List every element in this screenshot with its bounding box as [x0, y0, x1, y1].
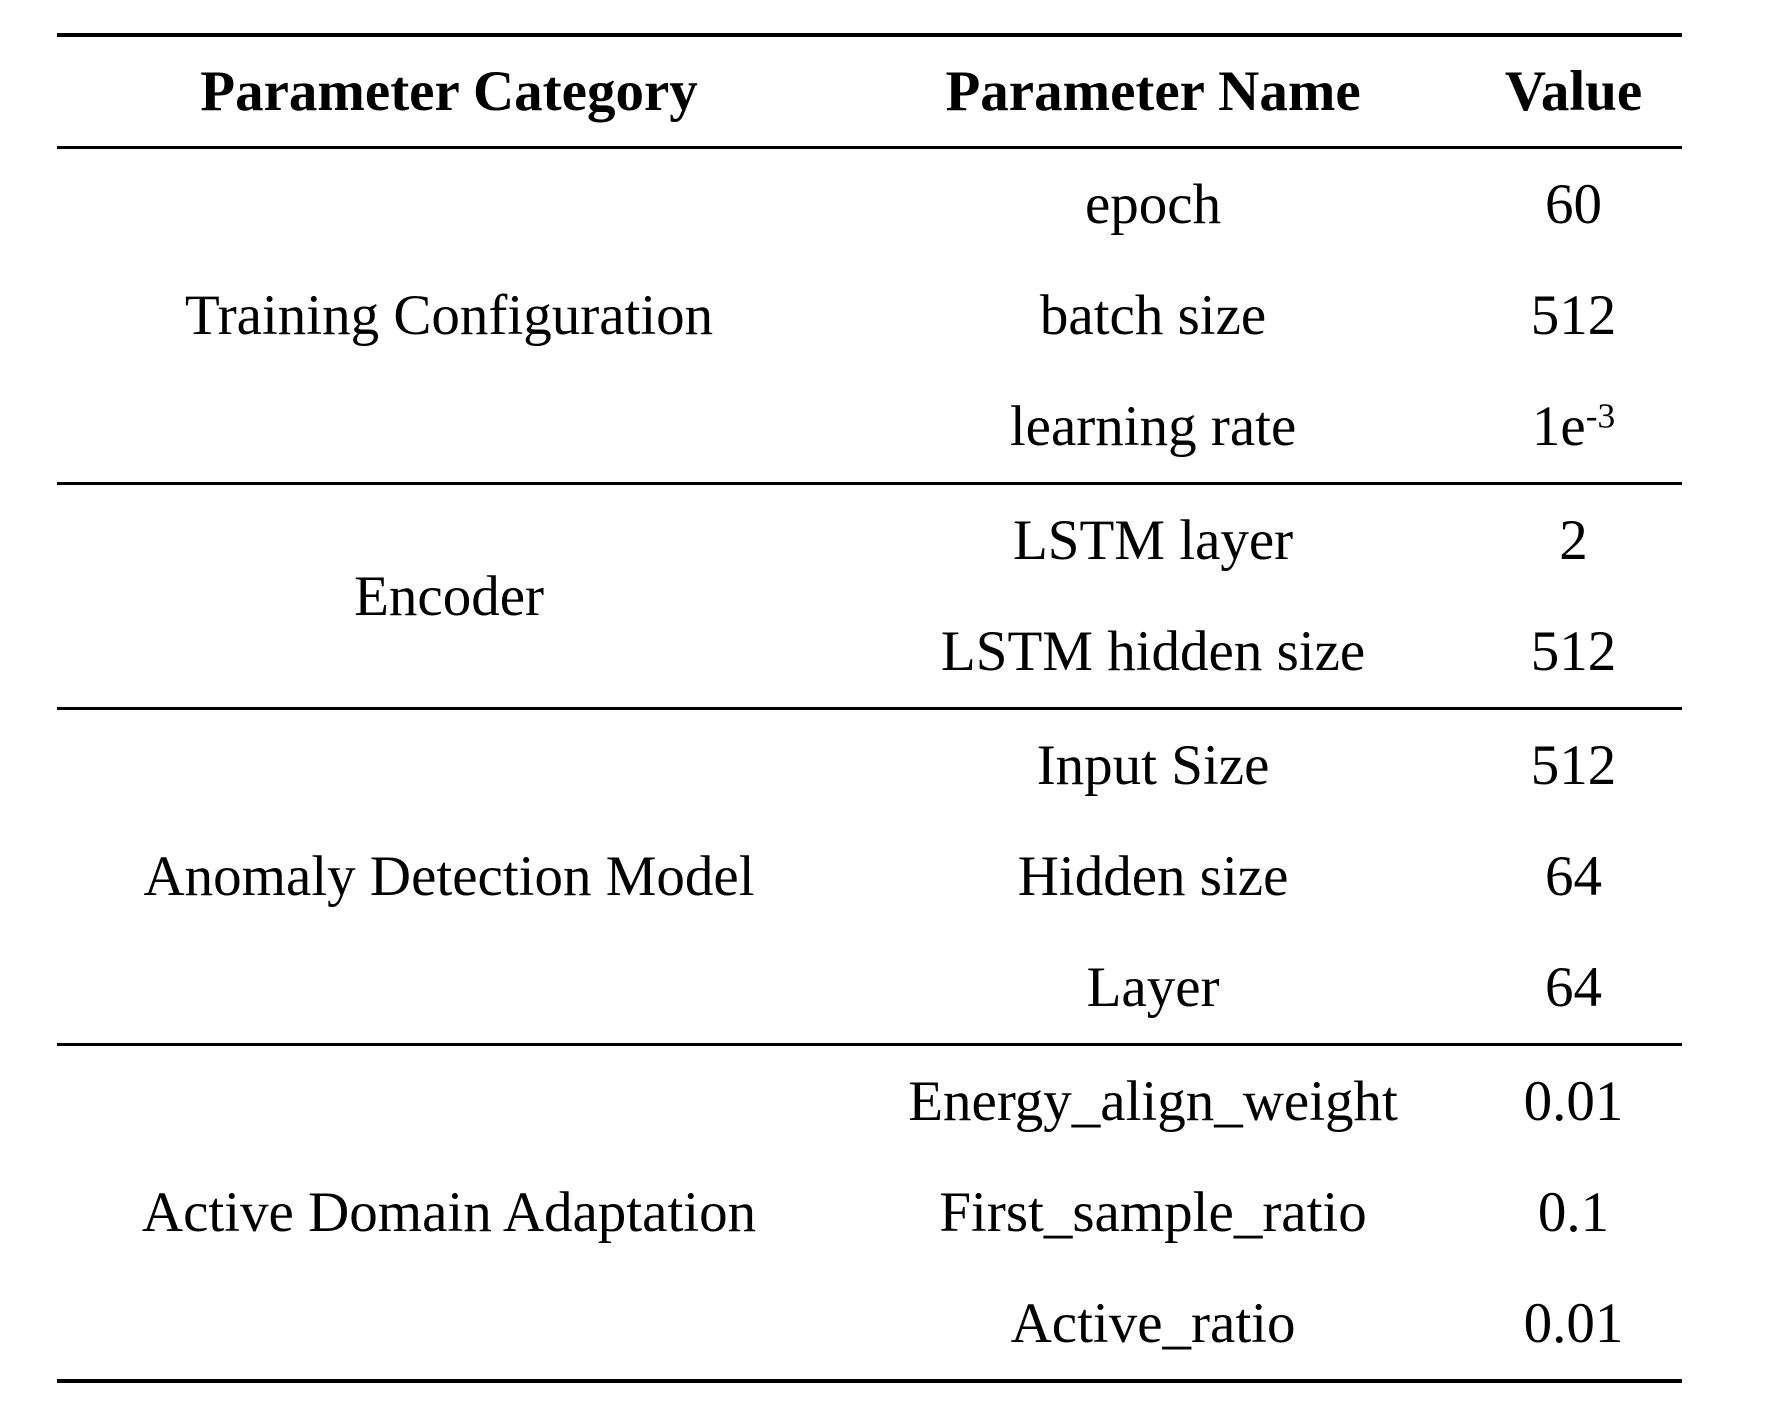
section-active-domain-adaptation: Active Domain Adaptation Energy_align_we… [57, 1045, 1682, 1381]
category-cell: Anomaly Detection Model [143, 845, 755, 908]
param-value-cell: 0.01 [1523, 1292, 1624, 1355]
table-row: Anomaly Detection Model Input Size 512 [57, 709, 1682, 905]
param-value-cell: 1e-3 [1465, 371, 1682, 484]
table-row: First_sample_ratio 0.1 [57, 1157, 1682, 1268]
param-value-cell: 60 [1545, 173, 1603, 236]
param-name-cell: epoch [1085, 173, 1222, 236]
table-header: Parameter Category Parameter Name Value [57, 35, 1682, 148]
param-value-cell: 64 [1545, 845, 1603, 908]
value-base: 1e [1531, 395, 1586, 458]
category-cell: Encoder [354, 564, 544, 628]
param-value-cell: 512 [1530, 734, 1617, 797]
param-name-cell: Active_ratio [1010, 1292, 1296, 1355]
section-anomaly-detection-model: Anomaly Detection Model Input Size 512 H… [57, 709, 1682, 1045]
table-row: Active Domain Adaptation Energy_align_we… [57, 1045, 1682, 1241]
section-encoder: Encoder LSTM layer 2 LSTM hidden size 51… [57, 484, 1682, 709]
param-value-cell: 0.1 [1537, 1181, 1610, 1244]
param-name-cell: First_sample_ratio [939, 1181, 1367, 1244]
header-parameter-category: Parameter Category [200, 60, 698, 123]
table-row: Training Configuration epoch 60 [57, 148, 1682, 344]
value-exponent: -3 [1585, 396, 1616, 436]
param-name-cell: learning rate [1009, 395, 1297, 458]
param-name-cell: Input Size [1036, 734, 1270, 797]
table-row: learning rate 1e-3 [57, 371, 1682, 484]
param-value-cell: 512 [1530, 620, 1617, 683]
table-row: Encoder LSTM layer 2 [57, 484, 1682, 624]
param-value-cell: 0.01 [1523, 1070, 1624, 1133]
table-row: Hidden size 64 [57, 821, 1682, 932]
table-row: Active_ratio 0.01 [57, 1268, 1682, 1381]
table-header-row: Parameter Category Parameter Name Value [57, 35, 1682, 148]
param-name-cell: Energy_align_weight [908, 1070, 1398, 1133]
parameters-table: Parameter Category Parameter Name Value … [57, 33, 1682, 1383]
param-name-cell: Hidden size [1017, 845, 1289, 908]
param-value-cell: 512 [1530, 284, 1617, 347]
header-parameter-name: Parameter Name [945, 60, 1361, 123]
category-cell: Active Domain Adaptation [141, 1181, 757, 1244]
param-name-cell: batch size [1039, 284, 1267, 347]
param-name-cell: LSTM layer [1012, 509, 1294, 572]
table-row: Layer 64 [57, 932, 1682, 1045]
category-cell: Training Configuration [184, 284, 714, 347]
section-training-configuration: Training Configuration epoch 60 batch si… [57, 148, 1682, 484]
param-value-cell: 64 [1545, 956, 1603, 1019]
header-value: Value [1504, 60, 1643, 123]
param-value-cell: 2 [1559, 509, 1588, 572]
param-name-cell: LSTM hidden size [940, 620, 1366, 683]
param-name-cell: Layer [1086, 956, 1220, 1019]
table-row: batch size 512 [57, 260, 1682, 371]
table-row: LSTM hidden size 512 [57, 596, 1682, 709]
